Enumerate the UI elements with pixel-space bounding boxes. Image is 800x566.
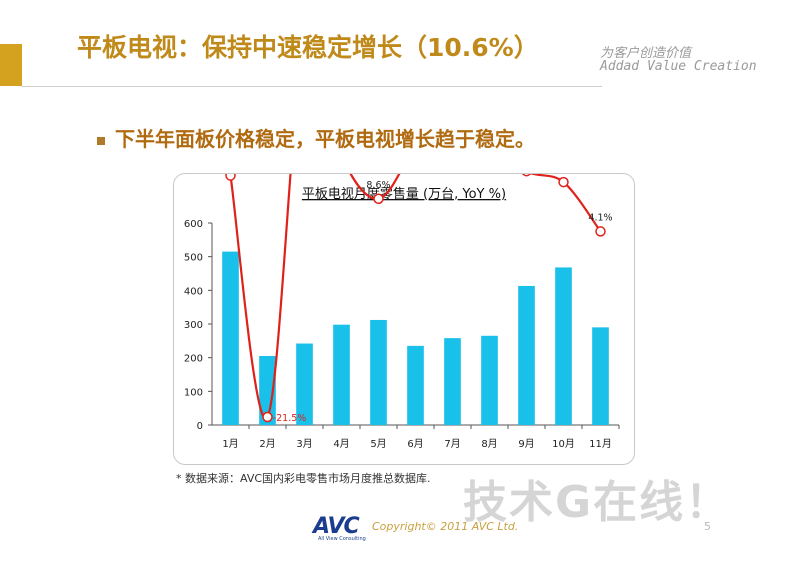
x-tick-label: 6月 bbox=[407, 438, 423, 450]
y-tick-label: 0 bbox=[197, 421, 203, 432]
yoy-data-label: 4.1% bbox=[588, 212, 612, 223]
y-tick-label: 500 bbox=[184, 253, 203, 264]
x-tick-label: 10月 bbox=[552, 438, 575, 450]
x-tick-label: 1月 bbox=[222, 438, 238, 450]
sales-bar bbox=[518, 285, 535, 425]
sales-bar bbox=[592, 327, 609, 425]
yoy-point bbox=[595, 226, 606, 237]
chart-title: 平板电视月度零售量 (万台, YoY %) bbox=[302, 186, 506, 202]
bullet-point: 下半年面板价格稳定，平板电视增长趋于稳定。 bbox=[97, 123, 535, 152]
sales-bar bbox=[407, 345, 424, 425]
avc-logo-tagline: All View Consulting bbox=[318, 536, 366, 542]
x-tick-label: 3月 bbox=[296, 438, 312, 450]
x-tick-label: 11月 bbox=[589, 438, 612, 450]
sales-bar bbox=[333, 324, 350, 425]
sales-bar bbox=[296, 343, 313, 425]
y-tick-label: 100 bbox=[184, 387, 203, 398]
y-tick-label: 400 bbox=[184, 286, 203, 297]
y-tick-label: 200 bbox=[184, 354, 203, 365]
site-watermark: 技术G在线！ bbox=[463, 477, 732, 528]
bullet-square-icon bbox=[97, 136, 105, 145]
yoy-point bbox=[373, 193, 384, 205]
bullet-text: 下半年面板价格稳定，平板电视增长趋于稳定。 bbox=[115, 127, 535, 151]
x-tick-label: 8月 bbox=[481, 438, 497, 450]
data-source-note: * 数据来源：AVC国内彩电零售市场月度推总数据库. bbox=[176, 472, 431, 485]
yoy-point bbox=[225, 174, 236, 181]
yoy-point bbox=[558, 176, 569, 188]
x-tick-label: 5月 bbox=[370, 438, 386, 450]
page-number: 5 bbox=[704, 520, 711, 533]
sales-bar bbox=[481, 335, 498, 425]
yoy-data-label: 8.6% bbox=[366, 180, 390, 191]
slogan-chinese: 为客户创造价值 bbox=[600, 46, 692, 61]
chart-panel: 平板电视月度零售量 (万台, YoY %) 0 100 200 300 400 500 60… bbox=[173, 173, 635, 465]
page-title: 平板电视：保持中速稳定增长（10.6%） bbox=[77, 33, 539, 62]
x-tick-label: 4月 bbox=[333, 438, 349, 450]
sales-bar bbox=[444, 338, 461, 425]
sales-bar bbox=[222, 251, 239, 425]
avc-logo: AVC bbox=[313, 514, 360, 539]
yoy-data-label: -21.5% bbox=[273, 413, 307, 424]
sales-bar bbox=[555, 267, 572, 425]
yoy-point bbox=[262, 411, 273, 423]
sales-bar bbox=[259, 355, 276, 425]
copyright-text: Copyright© 2011 AVC Ltd. bbox=[372, 520, 519, 533]
sales-bar bbox=[370, 319, 387, 425]
yoy-point bbox=[522, 174, 531, 177]
y-tick-label: 300 bbox=[184, 320, 203, 331]
x-tick-label: 2月 bbox=[259, 438, 275, 450]
x-tick-label: 9月 bbox=[518, 438, 534, 450]
monthly-sales-chart: 平板电视月度零售量 (万台, YoY %) 0 100 200 300 400 500 60… bbox=[184, 174, 620, 450]
header-divider bbox=[22, 86, 602, 87]
header-accent-bar bbox=[0, 44, 22, 86]
y-tick-label: 600 bbox=[184, 219, 203, 230]
slogan-english: Addad Value Creation bbox=[600, 59, 757, 74]
x-tick-label: 7月 bbox=[444, 438, 460, 450]
